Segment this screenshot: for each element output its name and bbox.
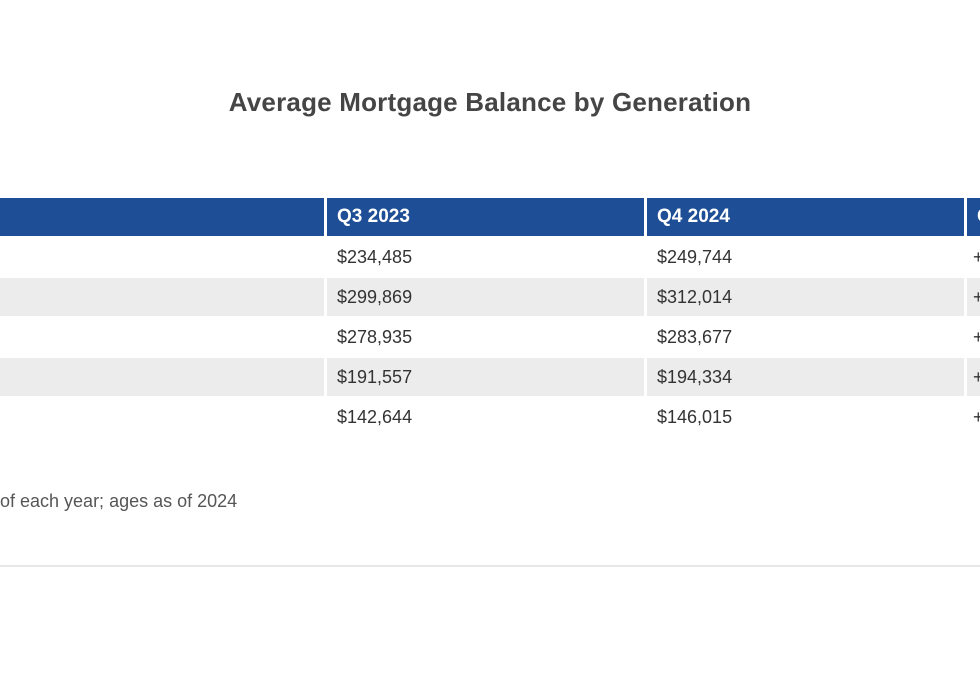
header-cell-change: Change — [964, 198, 980, 238]
cell-q3-value: $142,644 — [324, 398, 644, 438]
cell-label — [0, 238, 324, 278]
cell-change-value: + — [964, 278, 980, 318]
cell-label — [0, 318, 324, 358]
table-footnote: of each year; ages as of 2024 — [0, 491, 238, 511]
cell-change-value: + — [964, 318, 980, 358]
cell-label — [0, 398, 324, 438]
table-header-row: Q3 2023 Q4 2024 Change — [0, 198, 980, 238]
page-title: Average Mortgage Balance by Generation — [228, 87, 752, 117]
table-row: $278,935 $283,677 + — [0, 318, 980, 358]
section-divider — [0, 565, 980, 567]
cell-change-value: + — [964, 238, 980, 278]
mortgage-balance-table: Q3 2023 Q4 2024 Change $234,485 $249,744… — [0, 198, 980, 438]
header-cell-generation — [0, 198, 324, 238]
header-cell-q4-2024: Q4 2024 — [644, 198, 964, 238]
cell-q4-value: $146,015 — [644, 398, 964, 438]
mortgage-balance-table-container: Q3 2023 Q4 2024 Change $234,485 $249,744… — [0, 198, 980, 438]
table-row: $299,869 $312,014 + — [0, 278, 980, 318]
header-cell-q3-2023: Q3 2023 — [324, 198, 644, 238]
cell-q3-value: $299,869 — [324, 278, 644, 318]
cell-change-value: + — [964, 358, 980, 398]
cell-q4-value: $312,014 — [644, 278, 964, 318]
cell-q4-value: $283,677 — [644, 318, 964, 358]
cell-q4-value: $194,334 — [644, 358, 964, 398]
table-row: $142,644 $146,015 + — [0, 398, 980, 438]
cell-change-value: + — [964, 398, 980, 438]
cell-q3-value: $191,557 — [324, 358, 644, 398]
cell-q4-value: $249,744 — [644, 238, 964, 278]
cell-q3-value: $278,935 — [324, 318, 644, 358]
table-row: $234,485 $249,744 + — [0, 238, 980, 278]
cell-q3-value: $234,485 — [324, 238, 644, 278]
table-row: $191,557 $194,334 + — [0, 358, 980, 398]
cell-label — [0, 358, 324, 398]
cell-label — [0, 278, 324, 318]
